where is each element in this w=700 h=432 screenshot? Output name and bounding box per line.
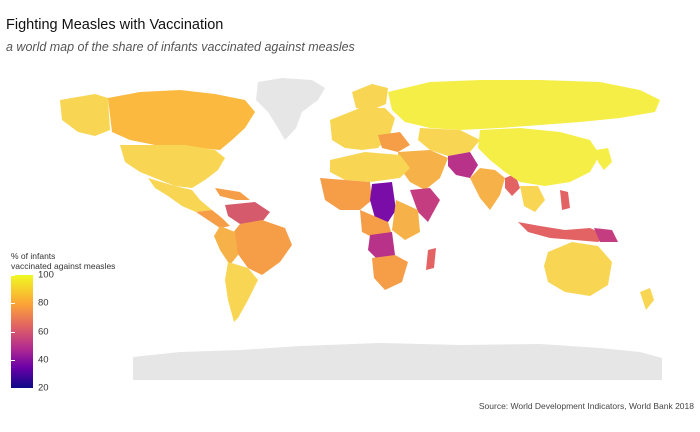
east-africa — [392, 200, 420, 240]
central-america — [196, 210, 230, 228]
legend-title: % of infants vaccinated against measles — [11, 251, 115, 271]
philippines — [560, 190, 570, 210]
caribbean — [215, 188, 250, 200]
legend-tick-mark — [11, 331, 15, 333]
indochina — [520, 186, 545, 212]
page-title: Fighting Measles with Vaccination — [6, 17, 224, 33]
south-america-north — [225, 202, 270, 224]
usa — [120, 145, 225, 188]
central-asia — [418, 128, 480, 156]
legend-tick-mark — [11, 303, 15, 305]
indonesia — [518, 222, 608, 242]
legend-tick-mark — [11, 359, 15, 361]
central-africa — [360, 210, 392, 240]
west-africa — [320, 178, 372, 210]
angola-drc — [368, 232, 395, 262]
legend-tick-60: 60 — [38, 326, 49, 337]
india — [470, 168, 505, 210]
alaska — [60, 94, 110, 136]
legend-tick-20: 20 — [38, 382, 49, 394]
chad-car-drc-east — [370, 182, 396, 222]
middle-east — [398, 150, 448, 190]
china — [478, 128, 600, 186]
source-note: Source: World Development Indicators, Wo… — [478, 401, 694, 411]
australia — [544, 242, 612, 296]
madagascar — [426, 248, 436, 270]
canada — [108, 90, 255, 150]
europe — [330, 108, 395, 150]
mexico — [148, 178, 212, 212]
legend-tick-40: 40 — [38, 354, 49, 366]
papua — [594, 228, 618, 242]
page-subtitle: a world map of the share of infants vacc… — [6, 40, 355, 54]
greenland — [256, 78, 325, 140]
russia — [388, 80, 660, 130]
legend-title-line1: % of infants — [11, 251, 56, 261]
new-zealand — [640, 288, 654, 310]
north-africa — [330, 152, 410, 182]
legend-tick-80: 80 — [38, 297, 49, 309]
horn-of-africa — [410, 188, 440, 222]
andes — [214, 226, 238, 265]
japan-korea — [596, 148, 612, 170]
brazil — [232, 220, 292, 275]
balkans — [378, 132, 410, 152]
southern-africa — [372, 255, 408, 290]
legend-color-bar — [11, 275, 33, 388]
legend-tick-100: 100 — [38, 269, 54, 281]
scandinavia — [352, 84, 388, 110]
afghanistan-pakistan — [448, 152, 478, 178]
southern-cone — [225, 262, 258, 322]
antarctica — [133, 343, 662, 380]
legend-title-line2: vaccinated against measles — [11, 261, 116, 271]
legend-tick-mark — [11, 275, 15, 276]
legend-tick-mark — [11, 388, 15, 389]
